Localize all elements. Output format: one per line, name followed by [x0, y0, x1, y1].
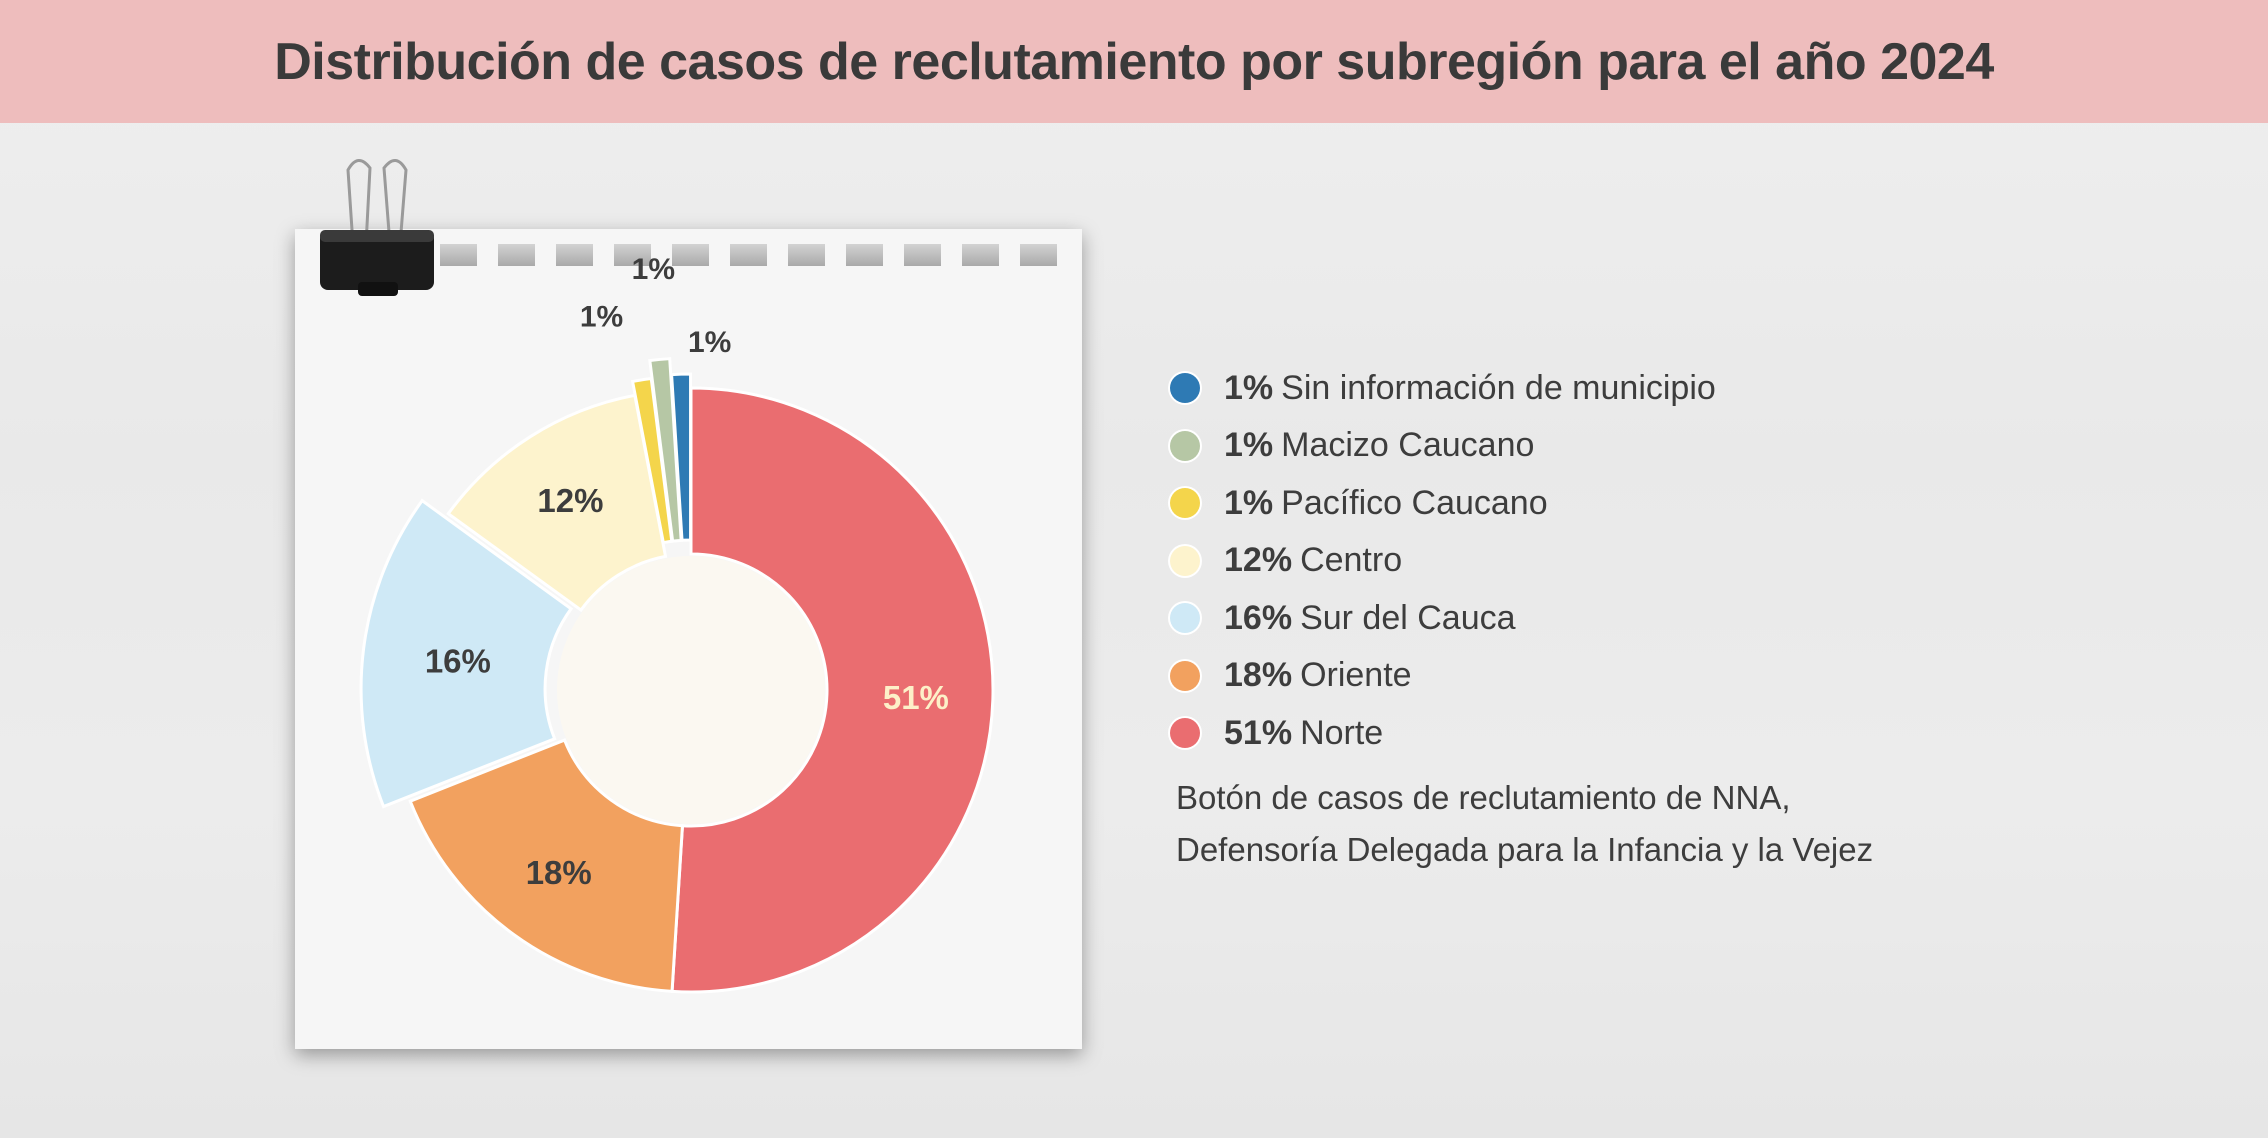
paper-tab — [788, 244, 825, 266]
data-label: 16% — [425, 643, 491, 680]
slice-sur-del-cauca — [359, 498, 574, 809]
paper-tab — [730, 244, 767, 266]
legend-label: Oriente — [1300, 656, 1412, 694]
legend-percent: 1% — [1224, 426, 1274, 464]
slice-oriente — [408, 738, 685, 993]
chart-title: Distribución de casos de reclutamiento p… — [274, 32, 1994, 91]
legend-item: 16% Sur del Cauca — [1170, 593, 1516, 643]
slice-centro — [446, 393, 668, 613]
data-label: 1% — [632, 253, 675, 286]
legend-label: Centro — [1300, 541, 1403, 579]
data-label: 18% — [526, 854, 592, 891]
legend-percent: 18% — [1224, 656, 1293, 694]
legend-swatch — [1170, 603, 1200, 633]
legend-swatch — [1170, 488, 1200, 518]
legend-label: Macizo Caucano — [1281, 426, 1535, 464]
paper-tab — [440, 244, 477, 266]
legend-swatch — [1170, 660, 1200, 691]
data-label: 1% — [580, 301, 623, 334]
legend-label: Sin información de municipio — [1281, 368, 1716, 407]
legend-label: Pacífico Caucano — [1281, 483, 1548, 522]
paper-tab — [904, 244, 941, 266]
paper-tab — [614, 244, 651, 266]
legend-label: Sur del Cauca — [1300, 598, 1516, 637]
paper-tab — [556, 244, 593, 266]
legend-percent: 12% — [1224, 541, 1293, 579]
legend-swatch — [1170, 430, 1200, 461]
binder-clip-icon — [320, 159, 434, 296]
legend-percent: 1% — [1224, 368, 1274, 407]
data-label: 1% — [688, 326, 731, 359]
data-label: 51% — [883, 679, 949, 716]
legend-percent: 1% — [1224, 483, 1274, 522]
paper-tab — [962, 244, 999, 266]
paper-tab — [672, 244, 709, 266]
legend-percent: 51% — [1224, 713, 1293, 752]
slice-sin-informaci-n-de-municipio — [670, 372, 693, 542]
paper-tab — [1020, 244, 1057, 266]
legend-label: Norte — [1300, 713, 1384, 752]
data-label: 12% — [537, 482, 603, 519]
source-line-1: Botón de casos de reclutamiento de NNA, — [1176, 779, 1791, 816]
legend-percent: 16% — [1224, 598, 1293, 637]
legend-item: 18% Oriente — [1170, 651, 1412, 701]
legend-item: 1% Sin información de municipio — [1170, 363, 1716, 413]
paper-tab — [846, 244, 883, 266]
title-banner: Distribución de casos de reclutamiento p… — [0, 0, 2268, 123]
legend-swatch — [1170, 718, 1200, 748]
source-line-2: Defensoría Delegada para la Infancia y l… — [1176, 831, 1874, 868]
paper-tab — [498, 244, 535, 266]
legend-item: 1% Macizo Caucano — [1170, 421, 1534, 471]
source-note: Botón de casos de reclutamiento de NNA, … — [1176, 772, 1873, 876]
slice-norte — [670, 386, 995, 994]
donut-hole — [557, 556, 825, 824]
legend-item: 12% Centro — [1170, 536, 1402, 586]
legend-item: 51% Norte — [1170, 708, 1383, 758]
legend-swatch — [1170, 545, 1200, 576]
legend-item: 1% Pacífico Caucano — [1170, 478, 1548, 528]
legend-swatch — [1170, 373, 1200, 403]
